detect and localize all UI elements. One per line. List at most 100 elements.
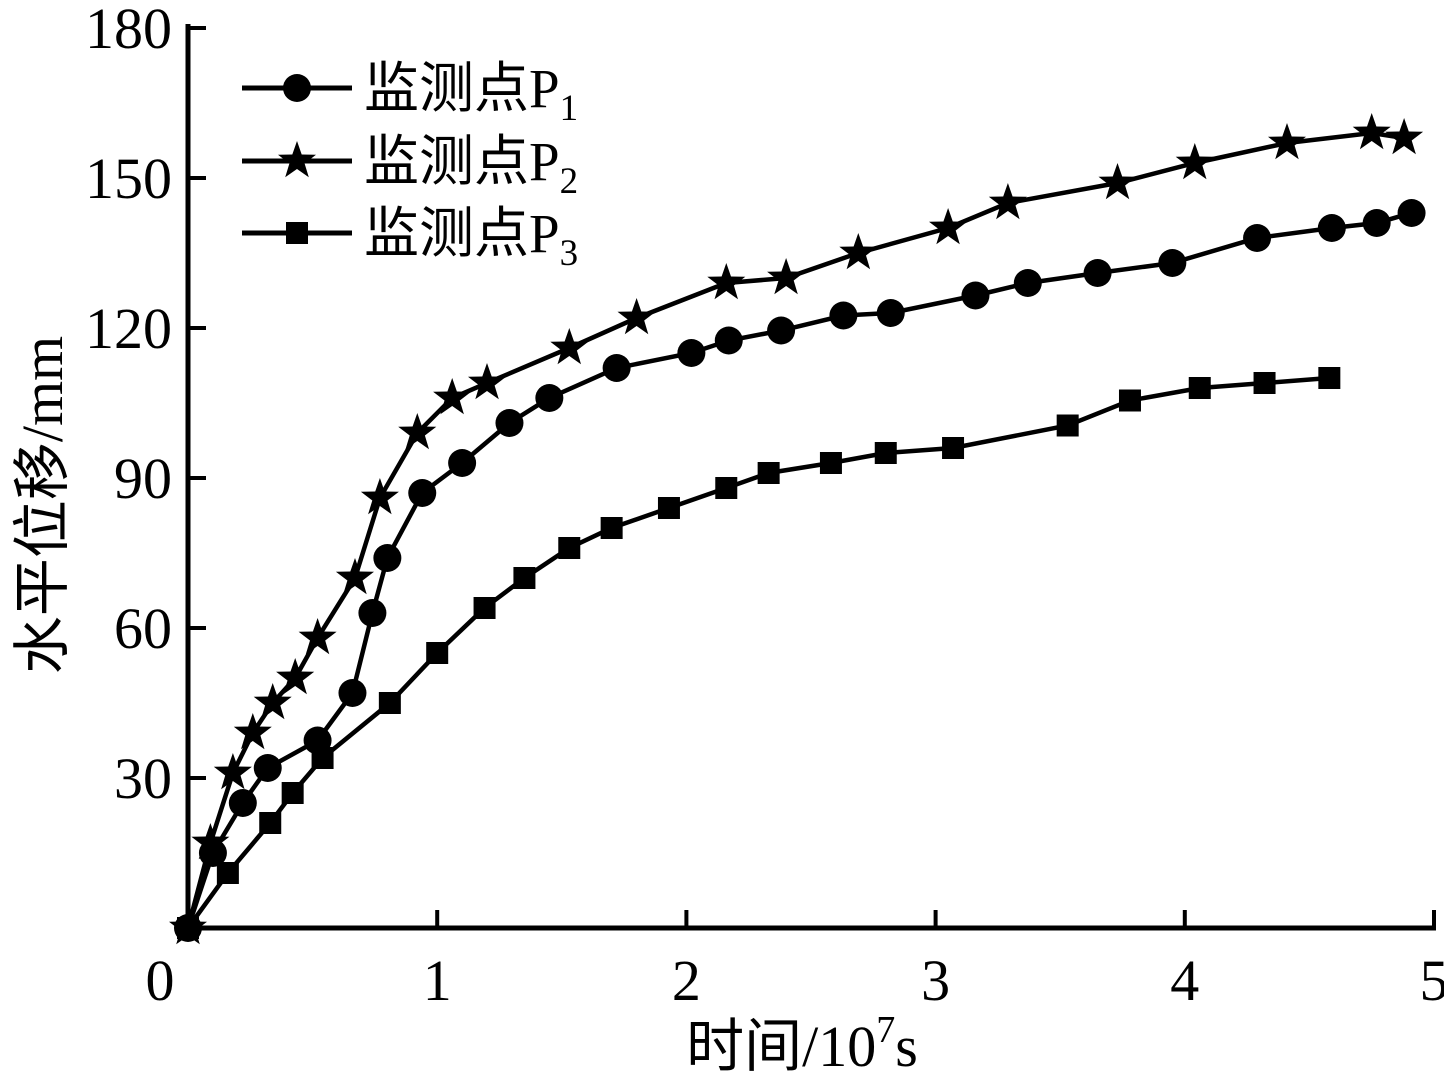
circle-marker <box>495 409 524 437</box>
square-marker <box>513 567 536 589</box>
x-axis-label: 时间/107s <box>686 1009 918 1079</box>
x-tick-label: 1 <box>423 948 452 1013</box>
square-marker <box>657 497 680 519</box>
circle-marker <box>373 544 402 572</box>
x-tick-label: 0 <box>146 948 175 1013</box>
circle-marker <box>1083 259 1112 287</box>
star-marker <box>360 478 399 515</box>
star-marker <box>839 233 878 270</box>
square-marker <box>1056 414 1079 437</box>
square-marker <box>757 462 780 484</box>
star-marker <box>617 298 656 335</box>
circle-marker <box>602 354 631 382</box>
legend-item-1: 监测点P1 <box>242 58 578 129</box>
circle-marker <box>714 326 743 355</box>
circle-marker <box>961 281 990 310</box>
star-marker <box>1098 163 1137 200</box>
legend-item-3: 监测点P3 <box>242 203 578 274</box>
square-marker <box>216 862 239 884</box>
star-marker <box>1268 123 1306 160</box>
x-tick-label: 2 <box>672 948 701 1013</box>
square-marker <box>426 642 449 664</box>
axes-layer: 30 60 90 120 150 180 0 1 2 3 4 5 <box>85 0 1444 1013</box>
circle-marker <box>1013 269 1042 297</box>
legend-label: 监测点P2 <box>364 131 578 202</box>
star-marker <box>233 713 272 750</box>
x-tick-label: 4 <box>1170 948 1199 1013</box>
circle-marker <box>876 299 905 327</box>
star-marker <box>988 183 1027 220</box>
series-markers-1 <box>174 199 1426 942</box>
square-marker <box>1188 377 1211 399</box>
square-marker <box>874 442 897 464</box>
square-marker <box>715 477 738 499</box>
square-marker <box>311 747 334 769</box>
circle-marker <box>448 449 477 477</box>
circle-marker <box>535 384 564 412</box>
square-marker <box>177 917 199 939</box>
series-markers-2 <box>169 113 1424 945</box>
circle-marker <box>253 754 282 782</box>
square-marker <box>819 452 842 474</box>
y-tick-label: 150 <box>85 146 172 211</box>
series-line-1 <box>185 210 1413 929</box>
circle-marker <box>338 679 367 707</box>
circle-marker <box>283 74 311 102</box>
circle-marker <box>358 599 387 627</box>
circle-marker <box>228 789 257 817</box>
square-marker <box>1118 389 1141 412</box>
square-marker <box>1318 367 1341 389</box>
circle-marker <box>408 479 437 507</box>
legend-label: 监测点P3 <box>364 203 578 274</box>
legend-item-2: 监测点P2 <box>242 131 578 202</box>
circle-marker <box>1362 209 1391 237</box>
star-marker <box>278 141 316 178</box>
square-marker <box>600 517 623 539</box>
square-marker <box>473 597 496 619</box>
circle-marker <box>1158 249 1187 277</box>
star-marker <box>707 263 746 300</box>
square-marker <box>558 537 581 559</box>
square-marker <box>281 782 304 804</box>
y-tick-label: 180 <box>85 0 172 61</box>
square-marker <box>286 222 308 244</box>
star-marker <box>433 378 472 415</box>
series-line-3 <box>186 375 1330 930</box>
star-marker <box>550 328 589 365</box>
x-axis-label-text: 时间/107s <box>686 1009 918 1079</box>
star-marker <box>1175 143 1214 180</box>
circle-marker <box>829 301 858 330</box>
star-marker <box>468 363 507 400</box>
circle-marker <box>1243 224 1272 252</box>
circle-marker <box>767 316 796 345</box>
square-marker <box>942 437 965 459</box>
y-axis-label: 水平位移/mm <box>10 336 75 674</box>
series-layer <box>169 113 1426 945</box>
circle-marker <box>1317 214 1346 242</box>
star-marker <box>1385 118 1424 155</box>
circle-marker <box>677 339 706 367</box>
star-marker <box>213 753 252 790</box>
series-markers-3 <box>177 367 1341 939</box>
star-marker <box>929 208 968 245</box>
star-marker <box>398 413 437 450</box>
star-marker <box>298 618 337 655</box>
x-tick-label: 3 <box>921 948 950 1013</box>
y-tick-label: 30 <box>114 746 172 811</box>
star-marker <box>191 823 230 860</box>
star-marker <box>276 658 315 695</box>
square-marker <box>259 812 282 834</box>
legend-label: 监测点P1 <box>364 58 578 129</box>
star-marker <box>253 683 292 720</box>
square-marker <box>1253 372 1276 394</box>
y-tick-label: 120 <box>85 296 172 361</box>
star-marker <box>767 258 806 295</box>
x-tick-label: 5 <box>1420 948 1444 1013</box>
y-tick-label: 60 <box>114 596 172 661</box>
circle-marker <box>1397 199 1426 227</box>
star-marker <box>335 558 374 595</box>
y-tick-label: 90 <box>114 446 172 511</box>
